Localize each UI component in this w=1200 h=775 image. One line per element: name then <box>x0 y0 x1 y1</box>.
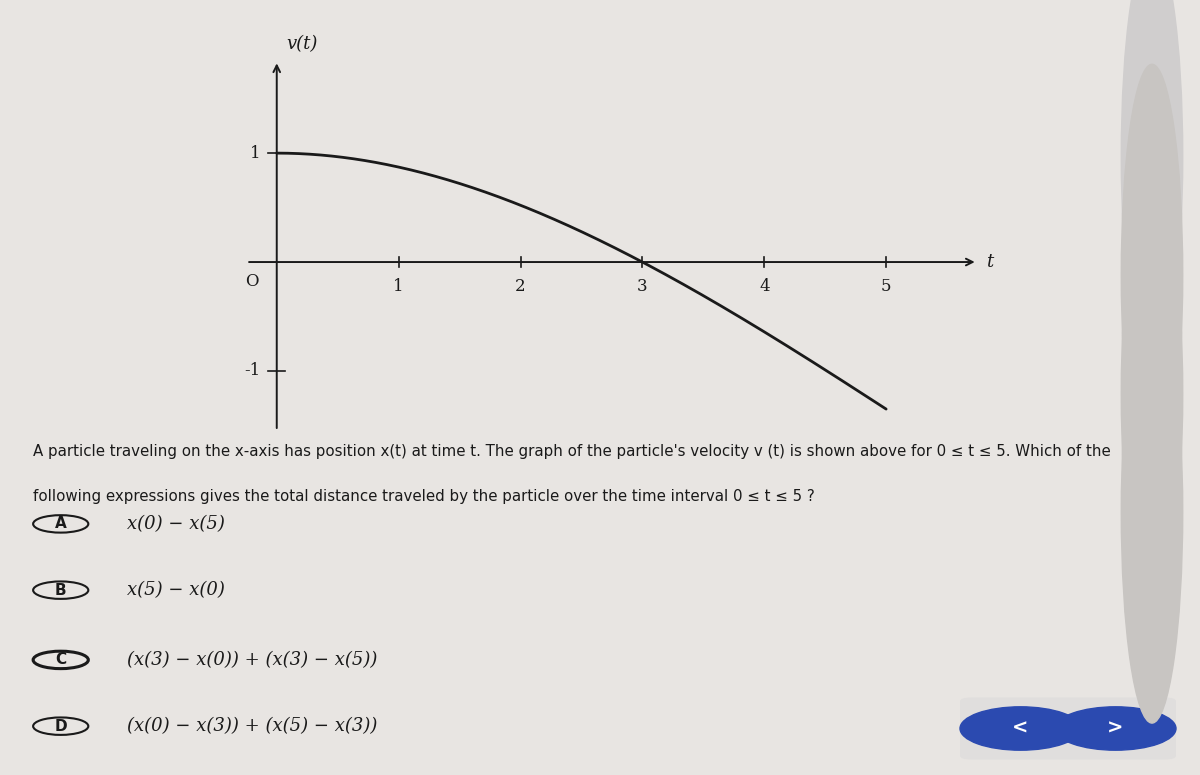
Circle shape <box>1121 183 1183 604</box>
Text: t: t <box>986 253 994 271</box>
Text: v(t): v(t) <box>287 35 318 53</box>
Text: 1: 1 <box>251 145 260 162</box>
Text: -1: -1 <box>245 363 260 380</box>
Text: 5: 5 <box>881 278 892 295</box>
FancyBboxPatch shape <box>960 698 1176 760</box>
Text: following expressions gives the total distance traveled by the particle over the: following expressions gives the total di… <box>34 489 815 504</box>
Text: >: > <box>1108 719 1123 738</box>
Text: C: C <box>55 653 66 667</box>
Circle shape <box>1121 64 1183 486</box>
Circle shape <box>1055 707 1176 750</box>
Text: O: O <box>245 273 258 290</box>
Text: 1: 1 <box>394 278 404 295</box>
Text: (x(3) − x(0)) + (x(3) − x(5)): (x(3) − x(0)) + (x(3) − x(5)) <box>127 651 377 669</box>
Text: <: < <box>1013 719 1028 738</box>
Text: B: B <box>55 583 66 598</box>
Circle shape <box>1121 0 1183 367</box>
Text: (x(0) − x(3)) + (x(5) − x(3)): (x(0) − x(3)) + (x(5) − x(3)) <box>127 717 377 735</box>
Text: D: D <box>54 718 67 734</box>
Text: x(5) − x(0): x(5) − x(0) <box>127 581 224 599</box>
Text: 3: 3 <box>637 278 648 295</box>
Text: A: A <box>55 516 66 532</box>
Text: x(0) − x(5): x(0) − x(5) <box>127 515 224 533</box>
Circle shape <box>1121 301 1183 723</box>
Text: A particle traveling on the x-axis has position x(t) at time t. The graph of the: A particle traveling on the x-axis has p… <box>34 443 1111 459</box>
Circle shape <box>960 707 1081 750</box>
Text: 2: 2 <box>515 278 526 295</box>
Text: 4: 4 <box>758 278 769 295</box>
